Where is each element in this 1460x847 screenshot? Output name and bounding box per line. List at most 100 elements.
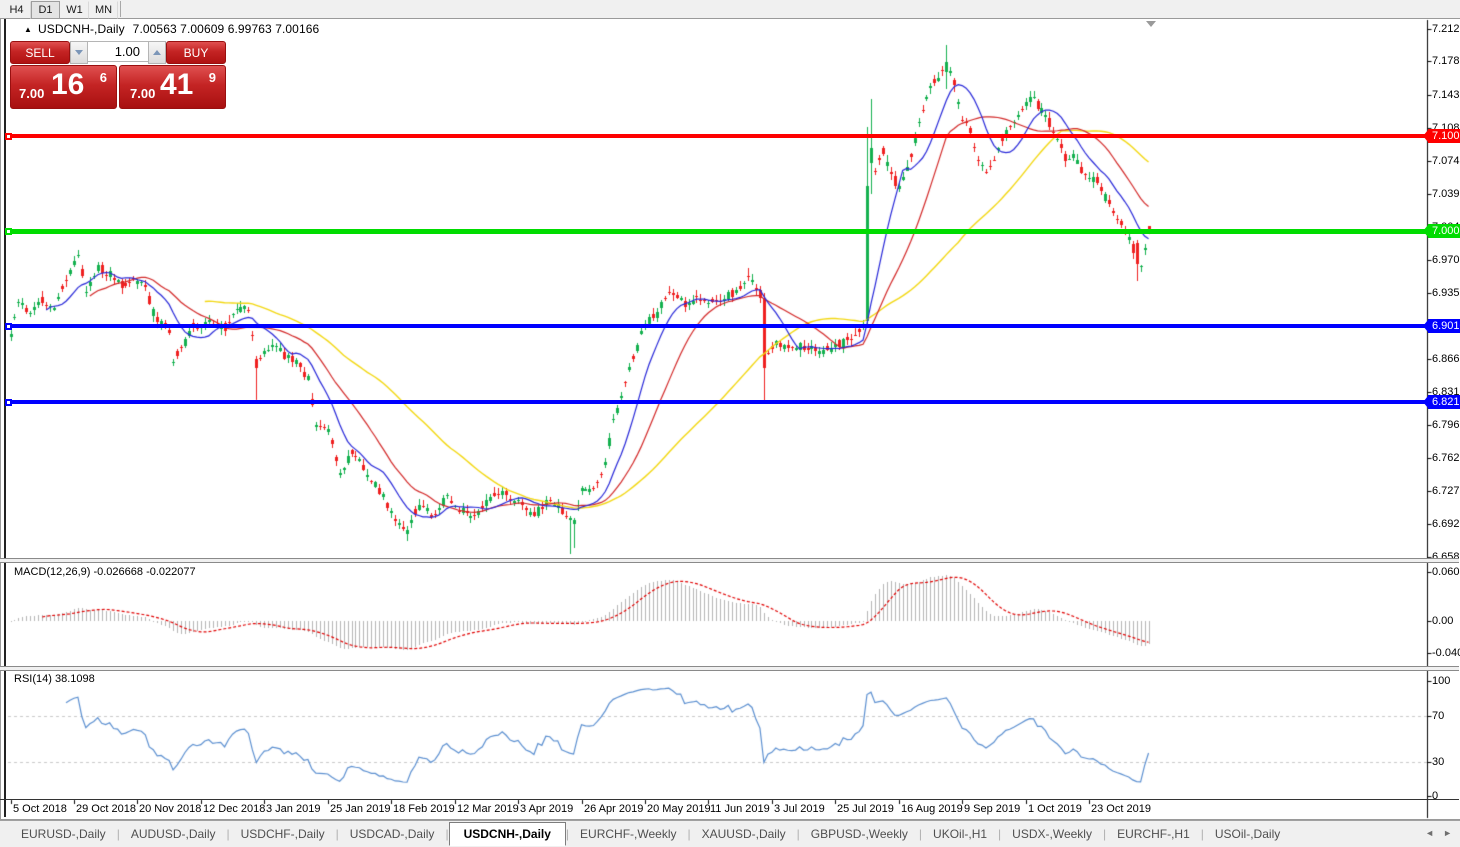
date-tick-label: 23 Oct 2019 bbox=[1091, 803, 1151, 815]
sell-price-prefix: 7.00 bbox=[19, 86, 45, 101]
tab-xauusd-daily[interactable]: XAUUSD-,Daily bbox=[701, 827, 786, 841]
tab-separator: | bbox=[687, 827, 691, 841]
tab-separator: | bbox=[565, 827, 570, 841]
price-tag-6.82103: 6.82103 bbox=[1423, 395, 1460, 409]
chart-ohlc-values: 7.00563 7.00609 6.99763 7.00166 bbox=[132, 22, 320, 36]
macd-tick-label: -0.04043 bbox=[1432, 647, 1460, 659]
tab-scroll-right-icon[interactable]: ► bbox=[1443, 828, 1452, 838]
buy-price-big: 41 bbox=[160, 68, 194, 101]
horizontal-line-6.82103[interactable] bbox=[5, 400, 1428, 404]
triangle-down-icon bbox=[75, 50, 83, 55]
price-tag-tip bbox=[1423, 396, 1428, 408]
timeframe-toolbar: H4 D1 W1 MN bbox=[0, 0, 1460, 19]
date-tick-label: 25 Jul 2019 bbox=[837, 803, 894, 815]
timeframe-button-mn[interactable]: MN bbox=[89, 1, 118, 19]
price-tick-label: 7.14390 bbox=[1432, 89, 1460, 101]
tab-separator: | bbox=[1102, 827, 1107, 841]
chart-title: ▲ USDCNH-,Daily 7.00563 7.00609 6.99763 7.… bbox=[24, 22, 319, 36]
date-tick-label: 3 Jan 2019 bbox=[266, 803, 321, 815]
one-click-trading-panel: SELL BUY 7.00 16 6 7.00 41 9 bbox=[10, 41, 227, 109]
tab-usdchf-daily[interactable]: USDCHF-,Daily bbox=[240, 827, 325, 841]
tab-separator: | bbox=[226, 827, 230, 841]
sell-button[interactable]: SELL bbox=[10, 41, 70, 64]
horizontal-line-7.00089[interactable] bbox=[5, 229, 1428, 234]
price-tick-label: 7.03990 bbox=[1432, 188, 1460, 200]
tab-gbpusd-weekly[interactable]: GBPUSD-,Weekly bbox=[810, 827, 908, 841]
buy-price-prefix: 7.00 bbox=[130, 86, 156, 101]
date-tick-label: 20 Nov 2018 bbox=[139, 803, 202, 815]
date-tick-label: 3 Jul 2019 bbox=[774, 803, 825, 815]
chart-tabs: EURUSD-,Daily | AUDUSD-,Daily | USDCHF-,Dail… bbox=[10, 821, 1291, 847]
timeframe-button-d1[interactable]: D1 bbox=[31, 1, 60, 19]
tab-separator: | bbox=[445, 827, 449, 841]
volume-input[interactable] bbox=[88, 41, 148, 62]
price-tick-label: 6.76290 bbox=[1432, 452, 1460, 464]
price-tick-label: 6.69290 bbox=[1432, 518, 1460, 530]
tab-audusd-daily[interactable]: AUDUSD-,Daily bbox=[130, 827, 216, 841]
macd-tick-label: 0.00 bbox=[1432, 615, 1454, 627]
tab-separator: | bbox=[116, 827, 120, 841]
date-tick-label: 9 Sep 2019 bbox=[964, 803, 1021, 815]
plot-left-border bbox=[4, 19, 6, 817]
rsi-pane-splitter[interactable] bbox=[0, 666, 1459, 671]
price-tick-label: 7.21290 bbox=[1432, 23, 1460, 35]
triangle-up-icon bbox=[153, 50, 161, 55]
price-tag-tip bbox=[1423, 320, 1428, 332]
timeframe-button-h4[interactable]: H4 bbox=[2, 1, 31, 19]
line-handle-dot bbox=[7, 230, 10, 233]
sell-price-button[interactable]: 7.00 16 6 bbox=[10, 65, 118, 109]
line-handle-dot bbox=[7, 401, 10, 404]
timeframe-button-w1[interactable]: W1 bbox=[60, 1, 89, 19]
price-tick-label: 6.79690 bbox=[1432, 419, 1460, 431]
price-tick-label: 7.17890 bbox=[1432, 55, 1460, 67]
tab-separator: | bbox=[335, 827, 339, 841]
price-tick-label: 6.97090 bbox=[1432, 254, 1460, 266]
line-handle[interactable] bbox=[5, 323, 12, 330]
horizontal-line-6.90100[interactable] bbox=[5, 324, 1428, 328]
tab-eurchf-h1[interactable]: EURCHF-,H1 bbox=[1117, 827, 1190, 841]
price-tag-tip bbox=[1423, 130, 1428, 142]
date-tick-label: 18 Feb 2019 bbox=[393, 803, 455, 815]
date-tick-label: 29 Oct 2018 bbox=[76, 803, 136, 815]
tab-eurchf-weekly[interactable]: EURCHF-,Weekly bbox=[580, 827, 677, 841]
price-tag-7.10051: 7.10051 bbox=[1423, 129, 1460, 143]
price-tag-6.90100: 6.90100 bbox=[1423, 319, 1460, 333]
tab-usoil-daily[interactable]: USOil-,Daily bbox=[1214, 827, 1281, 841]
date-tick-label: 12 Mar 2019 bbox=[457, 803, 519, 815]
tab-ukoil-h1[interactable]: UKOil-,H1 bbox=[933, 827, 988, 841]
line-handle-dot bbox=[7, 325, 10, 328]
tab-usdcad-daily[interactable]: USDCAD-,Daily bbox=[349, 827, 435, 841]
line-handle[interactable] bbox=[5, 133, 12, 140]
macd-pane-splitter[interactable] bbox=[0, 558, 1459, 563]
price-tag-7.00089: 7.00089 bbox=[1423, 224, 1460, 238]
buy-button[interactable]: BUY bbox=[166, 41, 226, 64]
chart-shift-marker[interactable] bbox=[1146, 21, 1156, 27]
tab-separator: | bbox=[1200, 827, 1204, 841]
price-tick-label: 7.07490 bbox=[1432, 155, 1460, 167]
price-tag-tip bbox=[1423, 225, 1428, 237]
macd-indicator-label: MACD(12,26,9) -0.026668 -0.022077 bbox=[14, 566, 196, 578]
buy-price-sup: 9 bbox=[208, 70, 217, 85]
tab-usdx-weekly[interactable]: USDX-,Weekly bbox=[1012, 827, 1092, 841]
price-tick-label: 6.93590 bbox=[1432, 287, 1460, 299]
volume-increase-button[interactable] bbox=[148, 41, 166, 64]
line-handle[interactable] bbox=[5, 228, 12, 235]
rsi-tick-label: 70 bbox=[1432, 710, 1445, 722]
collapse-arrow-icon[interactable]: ▲ bbox=[24, 25, 33, 34]
date-tick-label: 5 Oct 2018 bbox=[13, 803, 67, 815]
rsi-tick-label: 30 bbox=[1432, 756, 1445, 768]
price-tick-label: 6.86690 bbox=[1432, 353, 1460, 365]
volume-decrease-button[interactable] bbox=[70, 41, 88, 64]
date-tick-label: 11 Jun 2019 bbox=[710, 803, 770, 815]
buy-price-button[interactable]: 7.00 41 9 bbox=[119, 65, 227, 109]
horizontal-line-7.10051[interactable] bbox=[5, 134, 1428, 138]
tab-eurusd-daily[interactable]: EURUSD-,Daily bbox=[21, 827, 106, 841]
tab-scroll-left-icon[interactable]: ◄ bbox=[1425, 828, 1434, 838]
tab-separator: | bbox=[918, 827, 923, 841]
line-handle[interactable] bbox=[5, 399, 12, 406]
macd-tick-label: 0.060687 bbox=[1432, 566, 1460, 578]
tab-usdcnh-daily[interactable]: USDCNH-,Daily bbox=[448, 821, 566, 846]
timeframe-buttons: H4 D1 W1 MN bbox=[2, 0, 118, 19]
price-tick-label: 6.72790 bbox=[1432, 485, 1460, 497]
